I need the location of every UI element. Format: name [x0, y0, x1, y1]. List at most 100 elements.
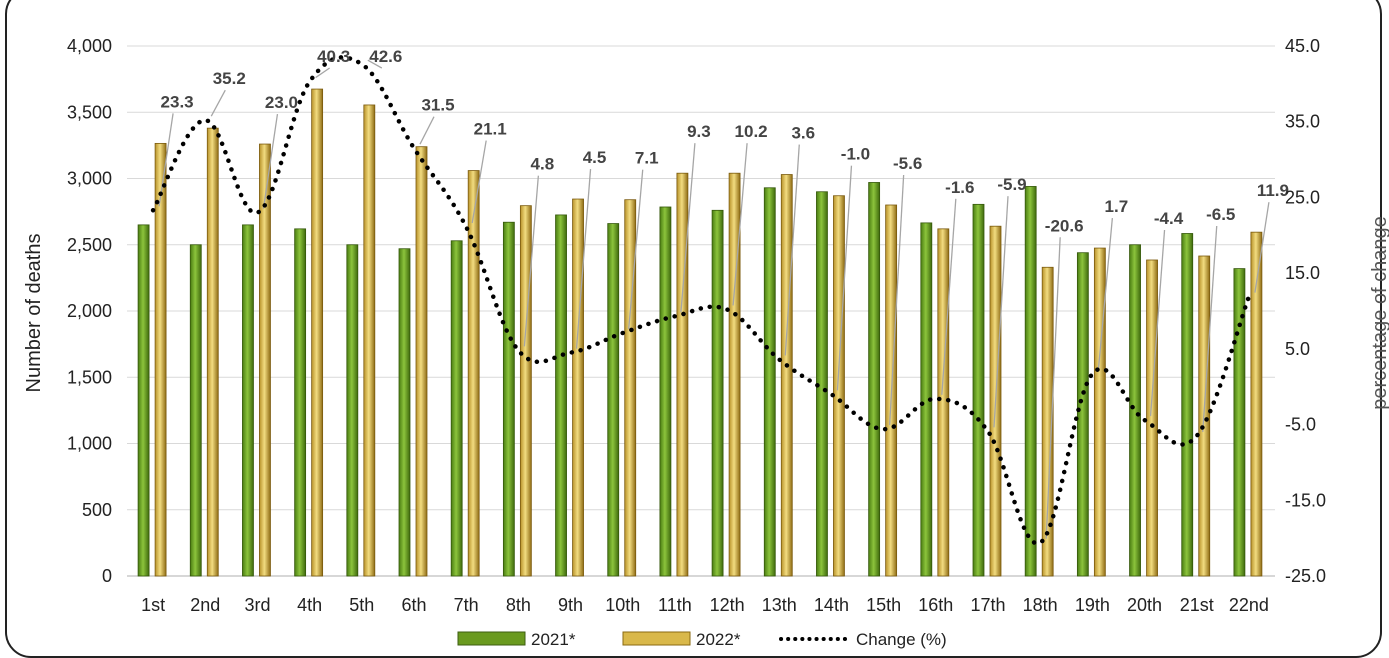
bar-2022-12th — [728, 172, 741, 577]
y2-tick-label: -15.0 — [1285, 490, 1326, 510]
leader-line-3rd — [262, 113, 279, 209]
x-tick-label-18th: 18th — [1023, 595, 1058, 615]
bar-2022-1st — [154, 142, 167, 577]
y2-tick-label: 25.0 — [1285, 187, 1320, 207]
bar-2022-2nd — [206, 127, 219, 577]
leader-line-5th — [367, 59, 383, 69]
x-tick-label-20th: 20th — [1127, 595, 1162, 615]
y-tick-label: 500 — [82, 500, 112, 520]
y-tick-label: 1,000 — [67, 434, 112, 454]
bar-2022-9th — [572, 198, 584, 577]
change-line-path — [150, 55, 1252, 546]
bar-2021-17th — [972, 203, 985, 577]
bar-2021-2nd — [189, 244, 202, 577]
leader-line-17th — [993, 196, 1009, 428]
change-label-7th: 21.1 — [474, 120, 507, 139]
bar-2022-5th — [363, 104, 376, 577]
bar-2022-7th — [467, 170, 480, 577]
leader-line-8th — [523, 175, 540, 347]
x-tick-label-3rd: 3rd — [244, 595, 270, 615]
x-tick-label-7th: 7th — [454, 595, 479, 615]
leader-line-21st — [1202, 225, 1218, 432]
change-label-10th: 7.1 — [635, 149, 659, 168]
change-label-8th: 4.8 — [531, 155, 555, 174]
bar-2021-11th — [659, 206, 672, 577]
bar-2021-6th — [398, 248, 411, 577]
leader-line-6th — [419, 116, 435, 145]
x-tick-label-6th: 6th — [401, 595, 426, 615]
bar-2022-13th — [780, 174, 793, 577]
y-tick-label: 4,000 — [67, 36, 112, 56]
leader-line-7th — [471, 140, 487, 224]
bar-2021-1st — [137, 224, 150, 577]
y-tick-label: 2,000 — [67, 301, 112, 321]
leader-line-22nd — [1254, 202, 1270, 293]
change-label-6th: 31.5 — [421, 96, 454, 115]
y-axis-right-ticks: -25.0 -15.0 -5.0 5.0 15.0 25.0 35.0 45.0 — [1285, 36, 1326, 586]
leader-line-1st — [158, 113, 174, 207]
change-label-9th: 4.5 — [583, 148, 607, 167]
leader-line-11th — [680, 143, 696, 313]
bar-2021-20th — [1129, 244, 1141, 577]
x-tick-label-19th: 19th — [1075, 595, 1110, 615]
y2-tick-label: 35.0 — [1285, 112, 1320, 132]
bar-2022-20th — [1146, 259, 1158, 577]
y-tick-label: 2,500 — [67, 235, 112, 255]
x-tick-label-2nd: 2nd — [190, 595, 220, 615]
change-label-15th: -5.6 — [893, 154, 922, 173]
bar-2021-19th — [1076, 252, 1089, 577]
leader-line-15th — [888, 174, 905, 426]
x-tick-label-15th: 15th — [866, 595, 901, 615]
bar-2021-9th — [555, 214, 567, 577]
change-label-13th: 3.6 — [791, 124, 815, 143]
change-label-22nd: 11.9 — [1257, 181, 1289, 200]
bar-2022-4th — [311, 88, 324, 577]
x-tick-label-16th: 16th — [918, 595, 953, 615]
bar-2022-10th — [624, 199, 637, 577]
leader-line-4th — [315, 67, 331, 79]
x-tick-label-5th: 5th — [349, 595, 374, 615]
y-tick-label: 3,000 — [67, 169, 112, 189]
legend-label-change: Change (%) — [856, 630, 947, 649]
x-tick-label-4th: 4th — [297, 595, 322, 615]
leader-line-12th — [732, 143, 748, 306]
legend-label-2021: 2021* — [531, 630, 576, 649]
bar-2022-19th — [1093, 247, 1106, 577]
x-tick-label-12th: 12th — [710, 595, 745, 615]
bars — [137, 88, 1263, 577]
data-labels: 23.3 35.2 23.0 40.3 42.6 31.5 21.1 4.8 4.5 7.1 9.3… — [161, 47, 1289, 235]
legend-swatch-2021 — [457, 631, 526, 646]
bar-2021-12th — [711, 209, 724, 577]
change-label-14th: -1.0 — [841, 145, 870, 164]
bar-2021-15th — [868, 182, 881, 577]
y-axis-left-ticks: 0 500 1,000 1,500 2,000 2,500 3,000 3,500 4,000 — [67, 36, 112, 586]
change-label-4th: 40.3 — [317, 47, 350, 66]
y-tick-label: 0 — [102, 566, 112, 586]
change-label-1st: 23.3 — [161, 92, 194, 111]
x-tick-label-1st: 1st — [141, 595, 165, 615]
legend-swatch-2022 — [622, 631, 691, 646]
x-tick-label-13th: 13th — [762, 595, 797, 615]
leader-line-9th — [575, 168, 592, 349]
bar-2022-16th — [937, 228, 950, 577]
y2-tick-label: 15.0 — [1285, 263, 1320, 283]
x-tick-label-21st: 21st — [1180, 595, 1214, 615]
y2-axis-title: percentage of change — [1369, 216, 1389, 410]
leader-line-20th — [1149, 229, 1166, 417]
bar-2021-10th — [607, 223, 620, 577]
leader-line-2nd — [210, 89, 226, 117]
x-tick-label-11th: 11th — [658, 595, 692, 615]
change-label-12th: 10.2 — [735, 122, 768, 141]
leader-line-14th — [836, 165, 853, 391]
bar-2021-21st — [1181, 233, 1194, 577]
change-label-5th: 42.6 — [369, 47, 402, 66]
change-label-20th: -4.4 — [1154, 209, 1184, 228]
bar-2022-14th — [833, 195, 845, 577]
leader-line-13th — [784, 144, 800, 356]
bar-2021-3rd — [242, 224, 254, 577]
change-label-2nd: 35.2 — [213, 69, 246, 88]
x-tick-label-9th: 9th — [558, 595, 583, 615]
y2-tick-label: -25.0 — [1285, 566, 1326, 586]
leader-line-10th — [628, 169, 644, 330]
